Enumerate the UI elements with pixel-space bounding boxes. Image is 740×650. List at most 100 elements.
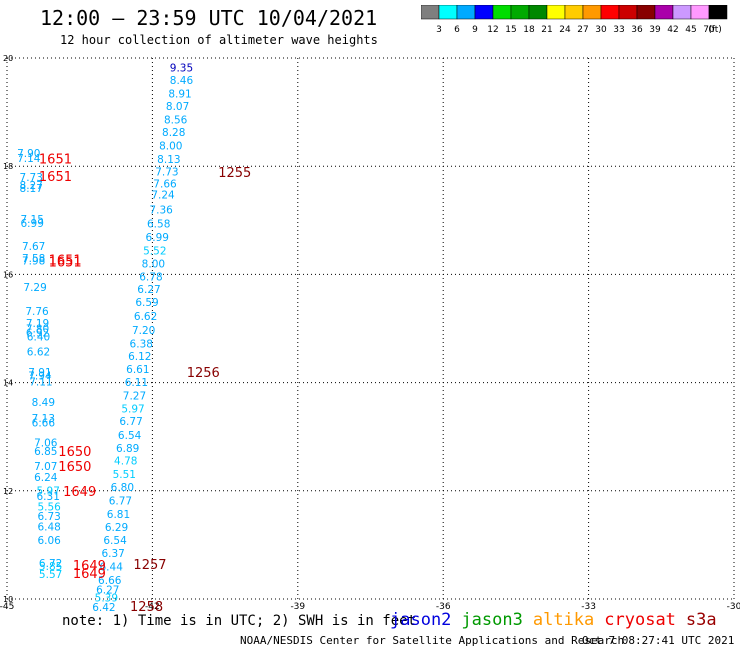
pass-time-label: 1257 <box>133 558 166 573</box>
swh-value-label: 6.12 <box>128 351 151 363</box>
swh-value-label: 6.66 <box>98 575 122 587</box>
pass-time-label: 1256 <box>187 366 220 381</box>
swh-value-label: 6.62 <box>27 347 50 359</box>
colorbar-tick-label: 18 <box>523 25 535 35</box>
y-tick-label: 18 <box>3 162 13 171</box>
colorbar-tick-label: 39 <box>649 25 661 35</box>
mission-altika: altika <box>532 610 595 630</box>
swh-value-label: 5.97 <box>121 403 144 415</box>
y-tick-label: 16 <box>3 270 13 279</box>
swh-value-label: 6.78 <box>139 271 162 283</box>
swh-value-label: 6.62 <box>134 311 157 323</box>
colorbar-tick-label: 12 <box>487 25 498 35</box>
colorbar-tick-label: 36 <box>631 25 643 35</box>
pass-time-label: 1258 <box>130 600 163 615</box>
colorbar-tick-label: 30 <box>595 25 607 35</box>
swh-value-label: 7.90 <box>17 148 40 160</box>
swh-value-label: 5.56 <box>37 501 61 513</box>
swh-value-label: 6.92 <box>26 328 49 340</box>
swh-value-label: 6.99 <box>146 232 169 244</box>
swh-value-label: 6.44 <box>100 561 124 573</box>
swh-value-label: 8.49 <box>32 397 55 409</box>
colorbar-tick-label: 3 <box>436 25 442 35</box>
colorbar-tick-label: 42 <box>667 25 678 35</box>
y-tick-label: 12 <box>3 487 13 496</box>
swh-value-label: 7.06 <box>34 437 58 449</box>
pass-time-label: 1649 <box>63 485 96 500</box>
swh-value-label: 8.28 <box>162 127 185 139</box>
swh-value-label: 6.85 <box>34 446 57 458</box>
swh-value-label: 6.81 <box>107 509 130 521</box>
swh-value-label: 6.11 <box>125 377 148 389</box>
mission-s3a: s3a <box>685 610 717 630</box>
swh-value-label: 7.13 <box>32 413 55 425</box>
swh-value-label: 6.54 <box>103 535 127 547</box>
page-subtitle: 12 hour collection of altimeter wave hei… <box>60 33 378 47</box>
swh-value-label: 6.42 <box>92 602 115 614</box>
swh-value-label: 6.59 <box>135 297 158 309</box>
swh-colorbar: 3 6 9 12 15 18 21 24 27 30 33 36 39 42 45 70(ft) <box>421 5 728 35</box>
swh-value-label: 6.37 <box>101 548 124 560</box>
swh-value-label: 5.97 <box>37 486 60 498</box>
swh-value-label: 6.24 <box>34 472 58 484</box>
swh-value-label: 8.91 <box>168 88 191 100</box>
mission-cryosat: cryosat <box>604 610 676 630</box>
colorbar-tick-label: 21 <box>541 25 552 35</box>
swh-value-label: 6.77 <box>109 495 132 507</box>
swh-value-label: 6.48 <box>37 521 60 533</box>
x-tick-label: -33 <box>581 602 596 612</box>
swh-value-label: 7.91 <box>28 367 51 379</box>
swh-value-label: 7.07 <box>34 461 57 473</box>
swh-value-label: 6.27 <box>96 585 119 597</box>
colorbar-tick-label: 33 <box>613 25 624 35</box>
swh-value-label: 7.20 <box>132 325 155 337</box>
swh-value-label: 6.40 <box>27 331 50 343</box>
swh-value-label: 8.13 <box>157 154 180 166</box>
y-tick-label: 10 <box>3 595 13 604</box>
swh-value-label: 8.07 <box>166 101 189 113</box>
credit-text: NOAA/NESDIS Center for Satellite Applica… <box>240 634 625 647</box>
mission-legend: jason2 jason3 altika cryosat s3a <box>390 610 727 630</box>
swh-value-label: 8.56 <box>164 114 188 126</box>
pass-time-label: 1651 <box>49 254 82 269</box>
swh-value-label: 6.54 <box>118 430 142 442</box>
swh-value-label: 7.80 <box>26 323 49 335</box>
colorbar-tick-label: 24 <box>559 25 571 35</box>
swh-value-label: 7.98 <box>22 256 45 268</box>
swh-value-label: 7.24 <box>151 190 175 202</box>
swh-value-label: 6.77 <box>119 416 142 428</box>
swh-value-label: 9.35 <box>170 63 193 75</box>
swh-value-label: 7.73 <box>155 166 178 178</box>
pass-time-label: 1650 <box>58 445 91 460</box>
x-tick-label: -36 <box>436 602 451 612</box>
swh-value-label: 7.76 <box>25 306 49 318</box>
swh-value-label: 6.80 <box>111 482 134 494</box>
swh-value-label: 5.52 <box>143 245 166 257</box>
pass-time-label: 1649 <box>73 559 106 574</box>
colorbar-tick-label: 70 <box>703 25 715 35</box>
colorbar-tick-label: 45 <box>685 25 696 35</box>
colorbar-tick-label: 15 <box>505 25 516 35</box>
y-tick-label: 20 <box>3 54 13 63</box>
pass-time-label: 1255 <box>218 166 251 181</box>
swh-value-label: 8.46 <box>170 75 194 87</box>
y-tick-label: 14 <box>3 379 13 388</box>
generated-timestamp: Oct 7 08:27:41 UTC 2021 <box>582 634 735 647</box>
swh-value-label: 7.29 <box>23 282 46 294</box>
swh-value-label: 6.99 <box>21 218 44 230</box>
pass-time-label: 1651 <box>39 152 72 167</box>
swh-value-label: 7.67 <box>22 241 45 253</box>
mission-jason2: jason2 <box>390 610 452 630</box>
colorbar-tick-label: 9 <box>472 25 478 35</box>
pass-time-label: 1649 <box>73 567 106 582</box>
swh-value-label: 6.66 <box>32 417 56 429</box>
colorbar-unit: (ft) <box>708 25 722 35</box>
swh-value-label: 7.14 <box>17 153 41 165</box>
swh-value-label: 6.06 <box>37 535 61 547</box>
swh-value-label: 6.38 <box>130 338 153 350</box>
colorbar-swatch <box>708 5 728 20</box>
swh-value-label: 7.15 <box>21 214 44 226</box>
x-tick-label: -30 <box>727 602 740 612</box>
swh-value-label: 5.39 <box>95 593 118 605</box>
swh-value-label: 7.19 <box>26 318 49 330</box>
